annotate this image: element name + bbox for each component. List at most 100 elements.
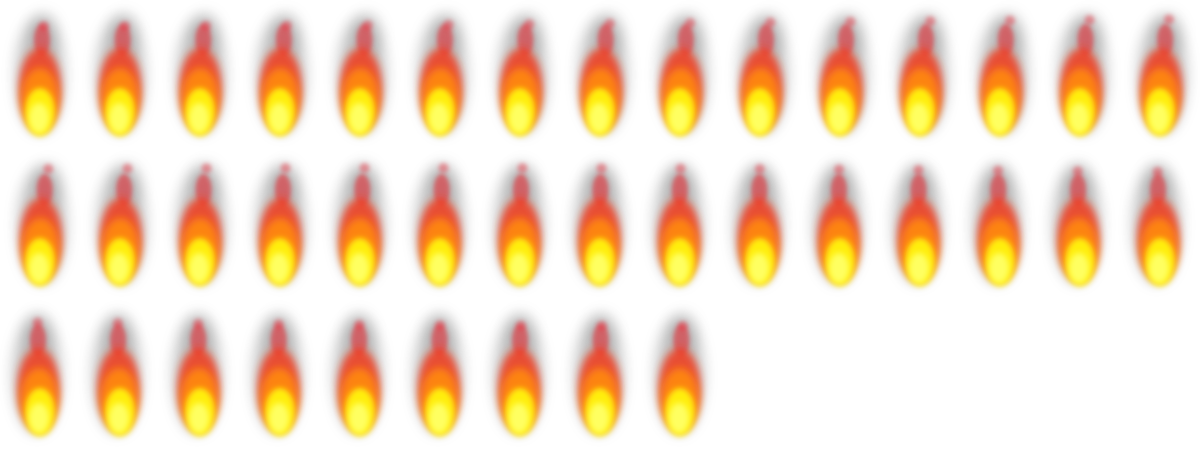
- flame-wisp: [354, 174, 371, 206]
- fire-frame: [18, 163, 67, 286]
- fire-frame: [733, 163, 782, 286]
- flame-wisp: [917, 24, 934, 56]
- fire-frame: [418, 13, 467, 136]
- flame-wisp: [201, 163, 212, 174]
- flame-core-highlight: [109, 253, 129, 283]
- flame-wisp: [275, 24, 292, 56]
- flame-wisp: [997, 24, 1014, 56]
- flame-core-highlight: [509, 253, 529, 283]
- flame-wisp: [1072, 166, 1083, 177]
- flame-wisp: [1150, 174, 1167, 206]
- flame-wisp: [677, 320, 688, 331]
- fire-frame: [819, 13, 868, 136]
- fire-frame: [1058, 13, 1107, 136]
- flame-core-highlight: [1069, 103, 1089, 133]
- flame-core-highlight: [349, 253, 369, 283]
- flame-wisp: [443, 19, 454, 30]
- flame-wisp: [1084, 15, 1095, 25]
- flame-wisp: [112, 318, 123, 329]
- fire-frame: [813, 163, 862, 286]
- fire-frame: [414, 313, 463, 436]
- flame-core-highlight: [989, 103, 1009, 133]
- flame-wisp: [596, 163, 607, 174]
- flame-core-highlight: [1069, 253, 1089, 283]
- fire-frame: [256, 163, 305, 286]
- flame-wisp: [36, 174, 53, 206]
- flame-core-highlight: [29, 253, 49, 283]
- flame-wisp: [837, 24, 854, 56]
- fire-frame: [574, 313, 623, 436]
- flame-wisp: [34, 24, 50, 56]
- flame-core-highlight: [909, 103, 929, 133]
- flame-wisp: [673, 324, 690, 356]
- flame-wisp: [354, 319, 365, 330]
- flame-wisp: [195, 24, 212, 56]
- fire-frame: [16, 13, 64, 136]
- fire-frame: [1052, 163, 1101, 286]
- flame-core-highlight: [909, 253, 929, 283]
- fire-frame: [96, 13, 145, 136]
- flame-core-highlight: [669, 103, 689, 133]
- flame-core-highlight: [429, 103, 449, 133]
- flame-wisp: [765, 17, 776, 28]
- flame-wisp: [1157, 24, 1174, 56]
- flame-core-highlight: [349, 103, 369, 133]
- flame-wisp: [120, 20, 131, 31]
- flame-wisp: [270, 324, 287, 356]
- fire-frame: [655, 313, 704, 436]
- fire-frame: [899, 13, 948, 136]
- flame-wisp: [925, 16, 936, 27]
- flame-wisp: [356, 24, 373, 56]
- flame-core-highlight: [189, 103, 209, 133]
- fire-frame: [973, 163, 1022, 286]
- flame-core-highlight: [989, 253, 1009, 283]
- flame-wisp: [1077, 24, 1094, 56]
- flame-core-highlight: [829, 103, 849, 133]
- flame-core-highlight: [589, 103, 609, 133]
- flame-wisp: [431, 324, 448, 356]
- flame-core-highlight: [269, 403, 289, 433]
- flame-wisp: [754, 164, 765, 175]
- flame-core-highlight: [509, 403, 529, 433]
- flame-core-highlight: [109, 103, 129, 133]
- flame-wisp: [43, 164, 54, 175]
- fire-frame: [257, 13, 306, 136]
- flame-wisp: [110, 324, 127, 356]
- fire-frame: [1132, 163, 1181, 286]
- flame-wisp: [990, 174, 1007, 206]
- fire-frame: [574, 163, 623, 286]
- fire-frame: [498, 13, 547, 136]
- flame-core-highlight: [589, 253, 609, 283]
- flame-wisp: [122, 163, 133, 174]
- fire-frame: [1138, 13, 1187, 136]
- flame-wisp: [516, 320, 527, 331]
- flame-wisp: [512, 324, 529, 356]
- flame-wisp: [845, 16, 856, 27]
- flame-wisp: [671, 174, 688, 206]
- flame-wisp: [362, 20, 373, 31]
- flame-wisp: [675, 163, 686, 174]
- flame-wisp: [597, 24, 614, 56]
- flame-core-highlight: [109, 403, 129, 433]
- flame-wisp: [436, 24, 453, 56]
- flame-wisp: [993, 165, 1004, 176]
- flame-wisp: [913, 165, 924, 175]
- fire-frame: [415, 163, 464, 286]
- fire-frame: [92, 313, 141, 436]
- fire-frame: [12, 313, 61, 436]
- flame-wisp: [596, 320, 607, 331]
- flame-wisp: [190, 324, 207, 356]
- fire-frame: [495, 163, 544, 286]
- flame-core-highlight: [269, 103, 289, 133]
- flame-core-highlight: [429, 253, 449, 283]
- fire-frame: [739, 13, 788, 136]
- fire-frame: [333, 313, 382, 436]
- fire-frame: [336, 163, 385, 286]
- fire-frame: [253, 313, 302, 436]
- flame-wisp: [751, 174, 768, 206]
- flame-wisp: [433, 174, 450, 206]
- fire-frame: [654, 163, 703, 286]
- flame-wisp: [830, 174, 847, 206]
